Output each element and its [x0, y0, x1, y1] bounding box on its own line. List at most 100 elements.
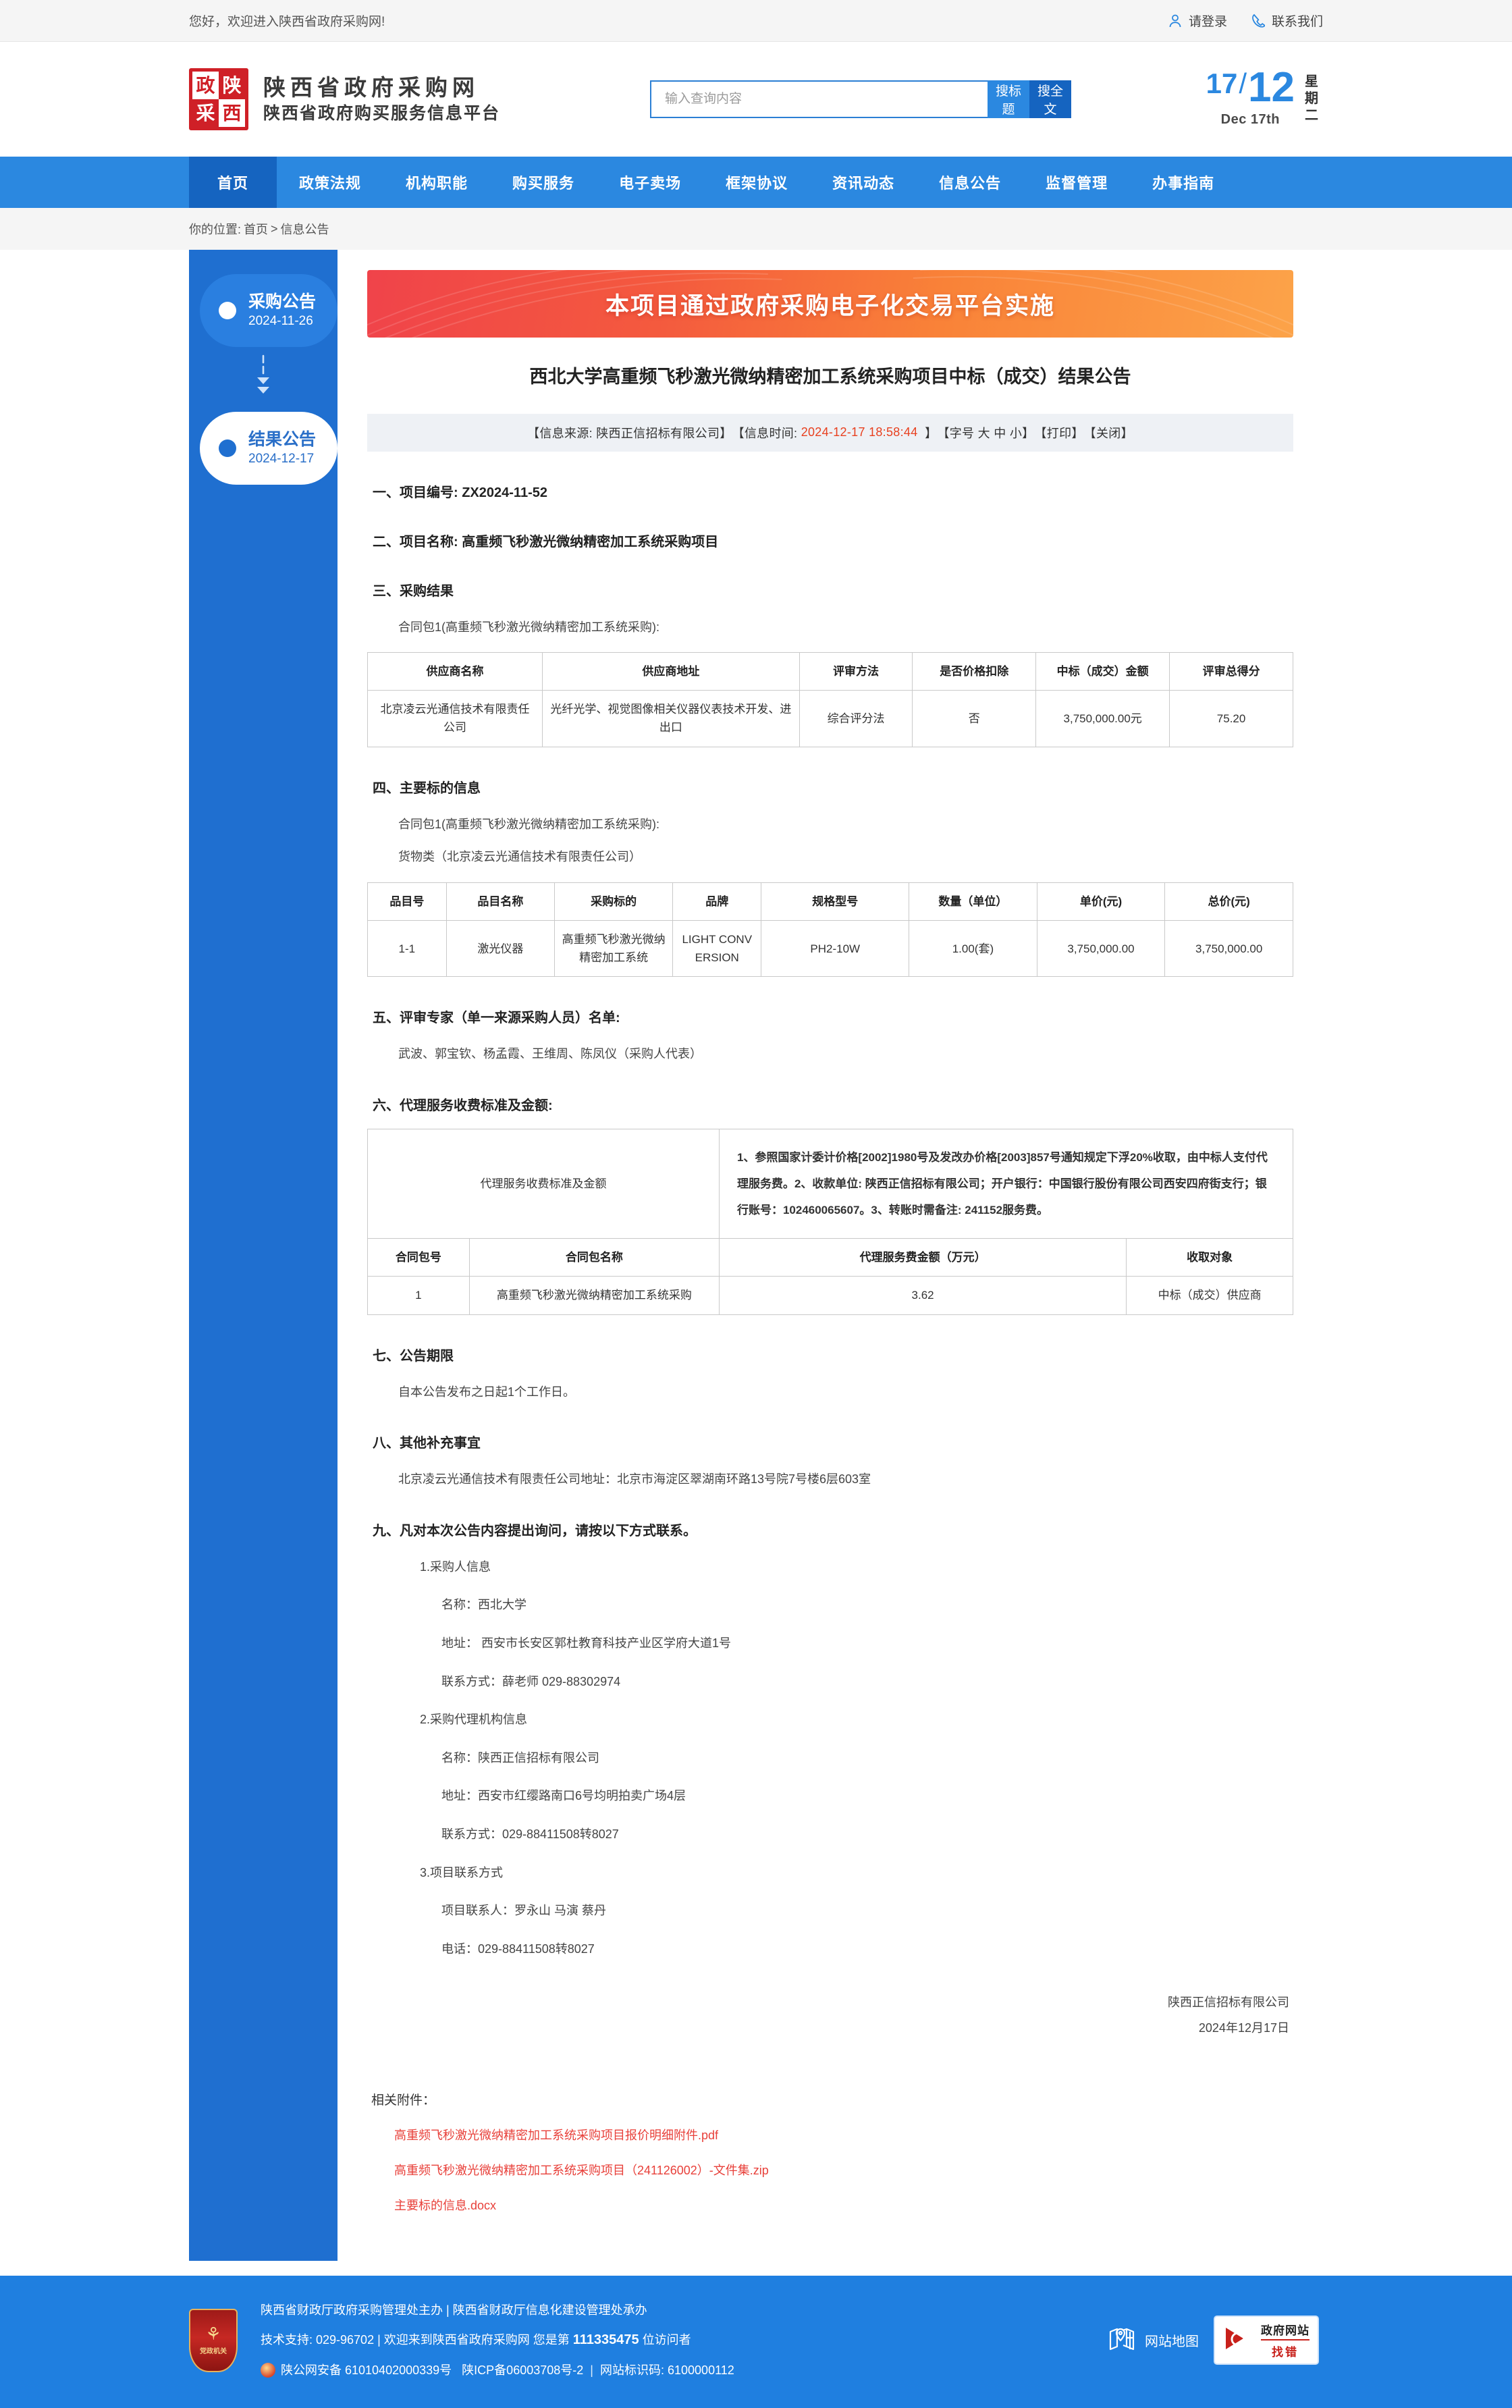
section-project-number: 一、项目编号: ZX2024-11-52	[373, 485, 547, 500]
items-table: 品目号 品目名称 采购标的 品牌 规格型号 数量（单位） 单价(元) 总价(元) 1-1 激光仪…	[367, 882, 1293, 978]
column-header-6: 单价(元)	[1036, 882, 1166, 921]
nav-item-6[interactable]: 资讯动态	[832, 175, 895, 192]
column-header-4: 规格型号	[761, 882, 910, 921]
column-header-5: 评审总得分	[1169, 652, 1293, 691]
meta-time-value: 2024-12-17 18:58:44	[801, 425, 918, 439]
fee-column-header-0: 合同包号	[367, 1238, 470, 1277]
cell-2: 高重频飞秒激光微纳精密加工系统	[554, 920, 674, 978]
breadcrumb-current[interactable]: 信息公告	[280, 223, 329, 236]
date-day: 17	[1206, 68, 1238, 100]
fee-cell-2: 3.62	[718, 1276, 1127, 1315]
date-weekday: 星期二	[1305, 74, 1318, 124]
items-package-label: 合同包1(高重频飞秒激光微纳精密加工系统采购):	[398, 817, 659, 831]
nav-item-8[interactable]: 监督管理	[1046, 175, 1108, 192]
map-icon	[1108, 2326, 1135, 2355]
date-english: Dec 17th	[1220, 111, 1280, 127]
gov-badge-line1: 政府网站	[1261, 2321, 1310, 2341]
project-contact-phone: 电话：029-88411508转8027	[441, 1942, 595, 1956]
agency-fee-table: 代理服务收费标准及金额 1、参照国家计委计价格[2002]1980号及发改办价格…	[367, 1128, 1294, 1315]
agency-address: 地址：西安市红缨路南口6号均明拍卖广场4层	[441, 1789, 686, 1803]
cell-4: 3,750,000.00元	[1035, 690, 1170, 747]
sidebar-step-procurement-notice[interactable]: 采购公告 2024-11-26	[200, 274, 338, 347]
breadcrumb-separator: >	[271, 221, 278, 236]
site-id-code: 网站标识码: 6100000112	[600, 2363, 734, 2378]
sidebar-step-result-notice[interactable]: 结果公告 2024-12-17	[200, 412, 338, 485]
breadcrumb-home[interactable]: 首页	[244, 223, 269, 236]
fee-cell-1: 高重频飞秒激光微纳精密加工系统采购	[468, 1276, 720, 1315]
user-icon	[1168, 14, 1182, 28]
footer-support-suffix: 位访问者	[639, 2333, 691, 2347]
document-meta-bar: 【信息来源: 陕西正信招标有限公司】 【信息时间: 2024-12-17 18:…	[367, 413, 1293, 452]
agency-name: 名称：陕西正信招标有限公司	[441, 1750, 599, 1765]
top-utility-bar: 您好，欢迎进入陕西省政府采购网! 请登录 联系我们	[0, 0, 1512, 42]
sitemap-link[interactable]: 网站地图	[1108, 2326, 1199, 2355]
process-sidebar: 采购公告 2024-11-26 结果公告 2024-12-17	[189, 250, 338, 2261]
nav-item-7[interactable]: 信息公告	[939, 175, 1002, 192]
column-header-0: 供应商名称	[367, 652, 543, 691]
site-footer: ⚘ 党政机关 陕西省财政厅政府采购管理处主办 | 陕西省财政厅信息化建设管理处承…	[0, 2275, 1512, 2408]
table-header-row: 供应商名称 供应商地址 评审方法 是否价格扣除 中标（成交）金额 评审总得分	[367, 652, 1293, 691]
project-contact-person: 项目联系人：罗永山 马演 蔡丹	[441, 1904, 607, 1918]
column-header-3: 是否价格扣除	[912, 652, 1037, 691]
attachments-label: 相关附件：	[371, 2093, 436, 2108]
signature-org: 陕西正信招标有限公司	[1168, 1996, 1289, 2010]
emblem-label: 党政机关	[200, 2348, 227, 2356]
fee-standard-text: 1、参照国家计委计价格[2002]1980号及发改办价格[2003]857号通知…	[718, 1128, 1294, 1239]
fontsize-control[interactable]: 【字号 大 中 小】	[937, 426, 1035, 440]
search-bar[interactable]: 搜标题 搜全文	[650, 80, 1072, 118]
gov-badge-line2: 找错	[1272, 2346, 1299, 2359]
fee-column-header-3: 收取对象	[1126, 1238, 1293, 1277]
icp-record[interactable]: 陕ICP备06003708号-2	[462, 2363, 584, 2378]
fee-cell-0: 1	[367, 1276, 470, 1315]
nav-item-4[interactable]: 电子卖场	[619, 175, 682, 192]
record-separator: |	[590, 2363, 593, 2378]
contact-link[interactable]: 联系我们	[1251, 11, 1323, 30]
meta-time-tail: 】	[925, 426, 938, 440]
nav-item-2[interactable]: 机构职能	[406, 175, 468, 192]
attachment-link-0[interactable]: 高重频飞秒激光微纳精密加工系统采购项目报价明细附件.pdf	[394, 2128, 719, 2142]
site-logo[interactable]: 政 陕 采 西 陕西省政府采购网 陕西省政府购买服务信息平台	[189, 68, 500, 130]
print-button[interactable]: 【打印】	[1034, 426, 1084, 440]
date-month: 12	[1248, 64, 1295, 111]
attachment-link-1[interactable]: 高重频飞秒激光微纳精密加工系统采购项目（241126002）-文件集.zip	[394, 2163, 769, 2177]
cell-5: 1.00(套)	[909, 920, 1037, 978]
date-widget: 17 / 12 Dec 17th 星期二	[1206, 64, 1323, 128]
table-row: 1 高重频飞秒激光微纳精密加工系统采购 3.62 中标（成交）供应商	[367, 1276, 1293, 1315]
contact-label: 联系我们	[1271, 15, 1323, 29]
report-error-badge[interactable]: 政府网站 找错	[1214, 2316, 1319, 2365]
notice-period-body: 自本公告发布之日起1个工作日。	[398, 1385, 576, 1399]
section-project-name: 二、项目名称: 高重频飞秒激光微纳精密加工系统采购项目	[373, 534, 719, 550]
search-input[interactable]	[650, 80, 988, 118]
date-slash: /	[1239, 68, 1247, 100]
nav-item-1[interactable]: 政策法规	[299, 175, 362, 192]
column-header-0: 品目号	[367, 882, 447, 921]
search-title-button[interactable]: 搜标题	[988, 80, 1030, 118]
cell-2: 综合评分法	[799, 690, 913, 747]
step-dot-icon	[219, 439, 236, 457]
attachment-link-2[interactable]: 主要标的信息.docx	[394, 2198, 497, 2212]
result-package-label: 合同包1(高重频飞秒激光微纳精密加工系统采购):	[398, 620, 659, 634]
step-date: 2024-12-17	[248, 452, 315, 466]
login-link[interactable]: 请登录	[1168, 11, 1227, 30]
table-header-row: 合同包号 合同包名称 代理服务费金额（万元） 收取对象	[367, 1238, 1293, 1277]
column-header-4: 中标（成交）金额	[1035, 652, 1170, 691]
seal-logo-icon: 政 陕 采 西	[189, 68, 248, 130]
buyer-info-title: 1.采购人信息	[420, 1559, 491, 1574]
visitor-count: 111335475	[572, 2332, 639, 2348]
nav-item-3[interactable]: 购买服务	[512, 175, 575, 192]
nav-item-9[interactable]: 办事指南	[1152, 175, 1215, 192]
table-row: 1-1 激光仪器 高重频飞秒激光微纳精密加工系统 LIGHT CONVERSION PH…	[367, 920, 1293, 978]
magnifier-icon	[1223, 2326, 1254, 2355]
search-fulltext-button[interactable]: 搜全文	[1029, 80, 1072, 118]
meta-source-value: 陕西正信招标有限公司】	[596, 426, 732, 440]
cell-3: LIGHT CONVERSION	[672, 920, 762, 978]
police-record[interactable]: 陕公网安备 61010402000339号	[281, 2363, 452, 2378]
nav-item-0[interactable]: 首页	[189, 157, 277, 208]
fee-standard-row: 代理服务收费标准及金额 1、参照国家计委计价格[2002]1980号及发改办价格…	[367, 1128, 1294, 1239]
section-procurement-result: 三、采购结果	[373, 583, 454, 599]
close-button[interactable]: 【关闭】	[1083, 426, 1133, 440]
nav-item-5[interactable]: 框架协议	[726, 175, 788, 192]
meta-time-label: 【信息时间:	[732, 426, 798, 440]
agency-info-title: 2.采购代理机构信息	[420, 1713, 528, 1727]
buyer-contact: 联系方式：薛老师 029-88302974	[441, 1674, 621, 1688]
